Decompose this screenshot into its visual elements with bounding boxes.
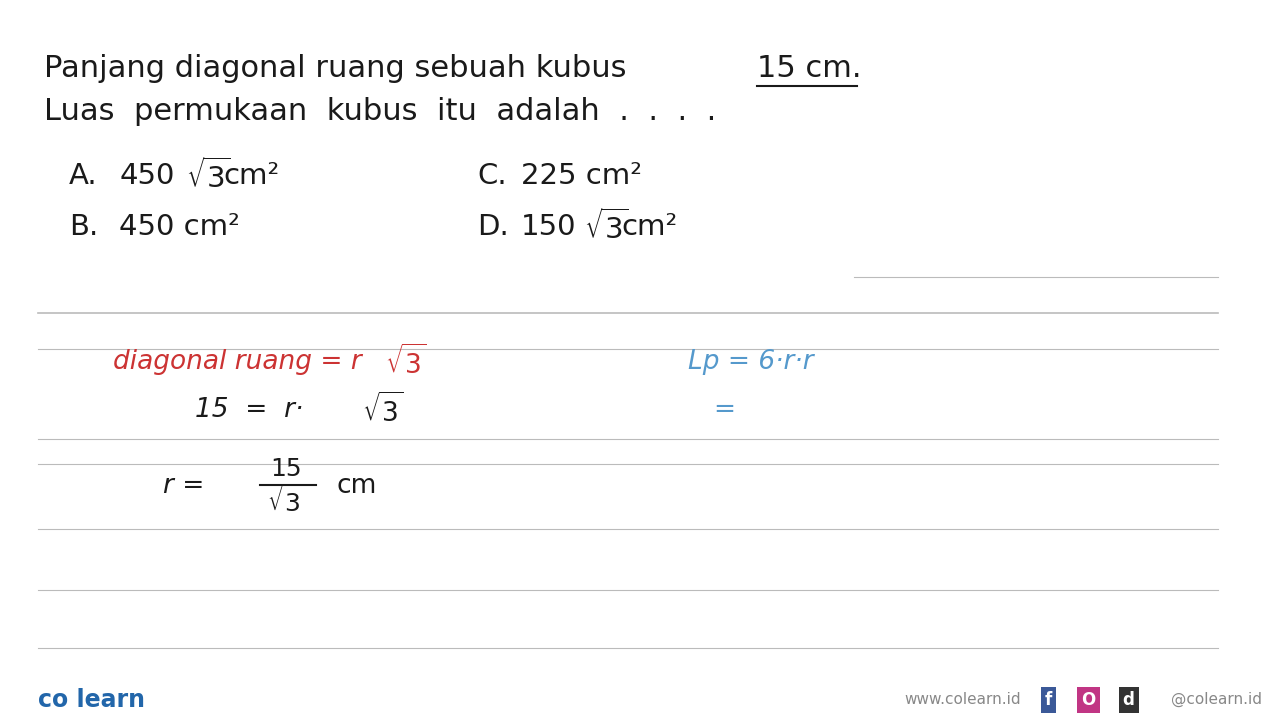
Text: cm²: cm² (224, 163, 280, 190)
Text: 450 cm²: 450 cm² (119, 213, 241, 240)
Text: 450: 450 (119, 163, 174, 190)
Text: Lp = 6·r·r: Lp = 6·r·r (687, 349, 814, 375)
Text: O: O (1082, 691, 1096, 708)
Text: =: = (713, 397, 735, 423)
Text: $\sqrt{3}$: $\sqrt{3}$ (584, 209, 628, 245)
Text: r =: r = (164, 473, 205, 499)
Text: f: f (1044, 691, 1052, 708)
Text: co learn: co learn (37, 688, 145, 712)
Text: $\sqrt{3}$: $\sqrt{3}$ (385, 345, 428, 379)
Text: B.: B. (69, 213, 99, 240)
Text: www.colearn.id: www.colearn.id (904, 693, 1020, 707)
Text: 15  =  r·: 15 = r· (195, 397, 303, 423)
Text: $\sqrt{3}$: $\sqrt{3}$ (186, 158, 230, 194)
Text: Panjang diagonal ruang sebuah kubus: Panjang diagonal ruang sebuah kubus (44, 54, 636, 83)
Text: $\sqrt{3}$: $\sqrt{3}$ (361, 393, 403, 428)
Text: @colearn.id: @colearn.id (1171, 692, 1262, 708)
Text: 15 cm.: 15 cm. (756, 54, 861, 83)
Text: A.: A. (69, 163, 97, 190)
Text: C.: C. (477, 163, 507, 190)
Text: D.: D. (477, 213, 509, 240)
Text: cm²: cm² (622, 213, 677, 240)
Text: $\sqrt{3}$: $\sqrt{3}$ (268, 485, 306, 518)
Text: d: d (1123, 691, 1134, 708)
Text: 150: 150 (521, 213, 576, 240)
Text: cm: cm (337, 473, 376, 499)
Text: 225 cm²: 225 cm² (521, 163, 643, 190)
Text: Luas  permukaan  kubus  itu  adalah  .  .  .  .: Luas permukaan kubus itu adalah . . . . (44, 97, 717, 126)
Text: 15: 15 (270, 457, 302, 482)
Text: diagonal ruang = r: diagonal ruang = r (113, 349, 362, 375)
